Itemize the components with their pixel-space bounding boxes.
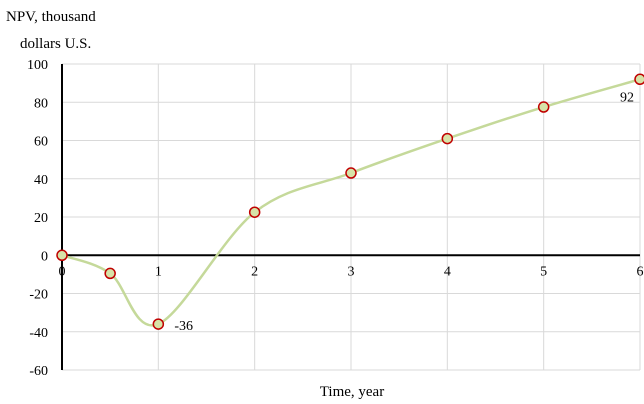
x-tick-label: 5 <box>540 264 547 279</box>
y-tick-label: 20 <box>34 211 48 226</box>
y-tick-label: 40 <box>34 173 48 188</box>
data-point <box>152 318 165 330</box>
npv-curve <box>61 78 641 327</box>
x-tick-label: 0 <box>59 264 66 279</box>
data-label: -36 <box>174 319 193 334</box>
y-tick-label: -40 <box>29 326 48 341</box>
data-point <box>634 73 644 86</box>
annotations: -36 92 <box>174 90 634 334</box>
data-point <box>537 101 550 113</box>
x-tick-label: 1 <box>155 264 162 279</box>
y-tick-label: 80 <box>34 96 48 111</box>
x-tick-labels: 0 1 2 3 4 5 6 <box>59 264 644 279</box>
data-point <box>248 206 261 218</box>
y-tick-label: -20 <box>29 288 48 303</box>
y-tick-label: 60 <box>34 135 48 150</box>
x-tick-label: 4 <box>444 264 451 279</box>
data-point <box>441 132 454 145</box>
axes <box>61 64 640 370</box>
y-tick-label: -60 <box>29 364 48 379</box>
y-axis-label-line1: NPV, thousand <box>6 9 96 25</box>
y-tick-label: 100 <box>27 58 48 73</box>
data-points <box>56 73 644 330</box>
x-axis-label: Time, year <box>320 384 384 400</box>
x-tick-label: 6 <box>637 264 644 279</box>
data-label: 92 <box>620 90 634 105</box>
data-point <box>104 267 116 280</box>
x-tick-label: 3 <box>348 264 355 279</box>
x-tick-label: 2 <box>251 264 258 279</box>
y-axis-label-line2: dollars U.S. <box>20 36 91 52</box>
data-point <box>56 249 68 261</box>
data-point <box>345 167 357 179</box>
y-tick-label: 0 <box>41 249 48 264</box>
y-tick-labels: 100 80 60 40 20 0 -20 -40 -60 <box>27 58 48 379</box>
